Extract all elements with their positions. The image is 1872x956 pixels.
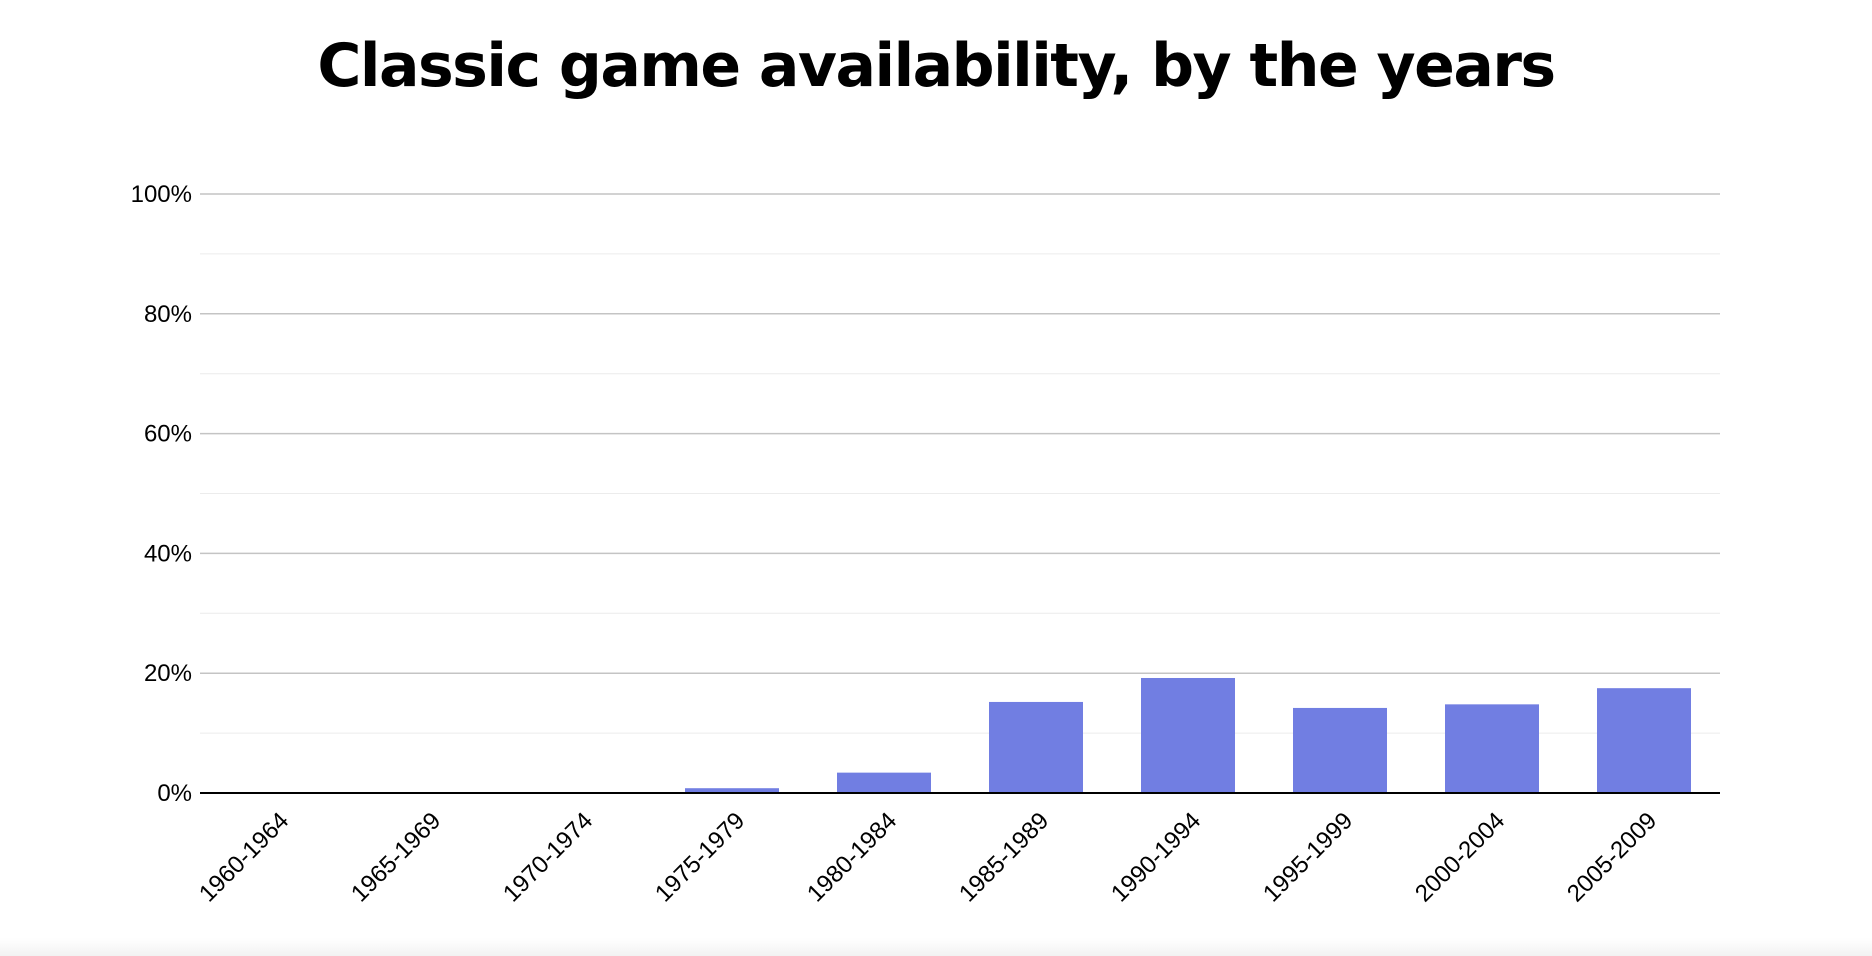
gridlines [200,193,1720,734]
bar-1975-1979 [685,788,779,793]
x-tick-label: 1985-1989 [954,807,1054,907]
x-tick-label: 1995-1999 [1258,807,1358,907]
x-tick-label: 1990-1994 [1106,807,1206,907]
chart-title: Classic game availability, by the years [317,31,1556,101]
y-tick-label: 20% [144,660,192,687]
x-tick-label: 2005-2009 [1562,807,1662,907]
bar-1985-1989 [989,701,1083,793]
y-tick-label: 100% [131,181,192,208]
bar-1995-1999 [1293,707,1387,793]
y-tick-label: 60% [144,421,192,448]
x-tick-label: 2000-2004 [1410,807,1510,907]
x-tick-label: 1965-1969 [346,807,446,907]
x-tick-label: 1975-1979 [650,807,750,907]
x-tick-labels: 1960-1964 1965-1969 1970-1974 1975-1979 1980… [194,807,1662,907]
x-tick-label: 1970-1974 [498,807,598,907]
y-tick-labels: 0% 20% 40% 60% 80% 100% [131,181,192,807]
x-tick-label: 1980-1984 [802,807,902,907]
bar-1980-1984 [837,772,931,793]
bottom-edge [0,938,1872,956]
bar-2000-2004 [1445,704,1539,793]
bar-2005-2009 [1597,688,1691,793]
bar-1990-1994 [1141,677,1235,793]
y-tick-label: 80% [144,301,192,328]
y-tick-label: 40% [144,540,192,567]
bars [685,677,1691,793]
y-tick-label: 0% [157,780,192,807]
x-tick-label: 1960-1964 [194,807,294,907]
